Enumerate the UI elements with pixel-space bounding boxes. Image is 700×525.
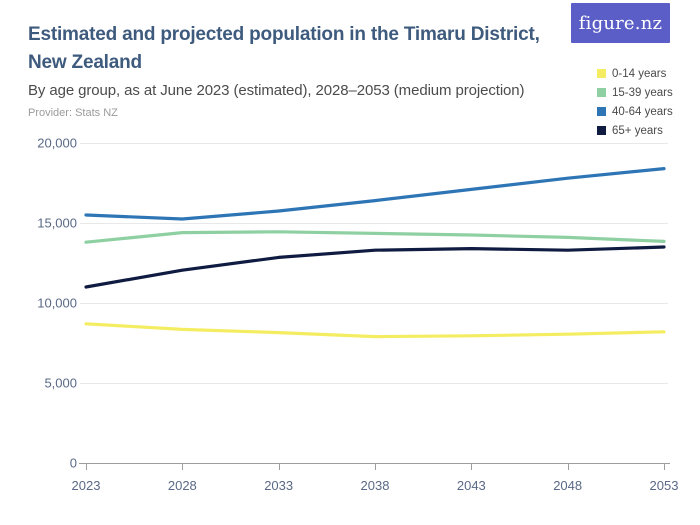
x-tick-label: 2048 [553, 478, 582, 493]
x-tick-label: 2028 [168, 478, 197, 493]
legend-label: 15-39 years [612, 86, 673, 99]
x-tick-label: 2053 [650, 478, 679, 493]
x-tick-label: 2043 [457, 478, 486, 493]
legend-label: 40-64 years [612, 105, 673, 118]
legend-swatch-65-plus-years [597, 126, 606, 135]
legend-item: 15-39 years [597, 83, 673, 102]
y-tick-label: 0 [70, 456, 77, 471]
legend-label: 65+ years [612, 124, 663, 137]
legend-item: 0-14 years [597, 64, 673, 83]
page-title-line1: Estimated and projected population in th… [28, 24, 540, 45]
figure-nz-logo[interactable]: figure.nz [571, 3, 670, 43]
x-tick-label: 2023 [72, 478, 101, 493]
y-tick-label: 10,000 [37, 296, 77, 311]
series-line-15-39-years [84, 230, 666, 244]
series-line-0-14-years [84, 322, 666, 339]
x-tick-label: 2038 [361, 478, 390, 493]
page-title-line2: New Zealand [28, 52, 142, 73]
legend-item: 65+ years [597, 121, 673, 140]
series-line-40-64-years [84, 167, 666, 221]
legend-swatch-15-39-years [597, 88, 606, 97]
y-tick-label: 15,000 [37, 216, 77, 231]
logo-text: figure.nz [578, 12, 663, 34]
provider-label: Provider: Stats NZ [28, 107, 118, 119]
page-title: Estimated and projected population in th… [28, 21, 568, 77]
legend: 0-14 years 15-39 years 40-64 years 65+ y… [597, 64, 673, 140]
x-tick-label: 2033 [264, 478, 293, 493]
chart-subtitle: By age group, as at June 2023 (estimated… [28, 82, 525, 99]
y-tick-label: 20,000 [37, 136, 77, 151]
y-tick-label: 5,000 [44, 376, 77, 391]
series-line-65-years [84, 245, 666, 289]
legend-item: 40-64 years [597, 102, 673, 121]
legend-label: 0-14 years [612, 67, 667, 80]
legend-swatch-0-14-years [597, 69, 606, 78]
legend-swatch-40-64-years [597, 107, 606, 116]
